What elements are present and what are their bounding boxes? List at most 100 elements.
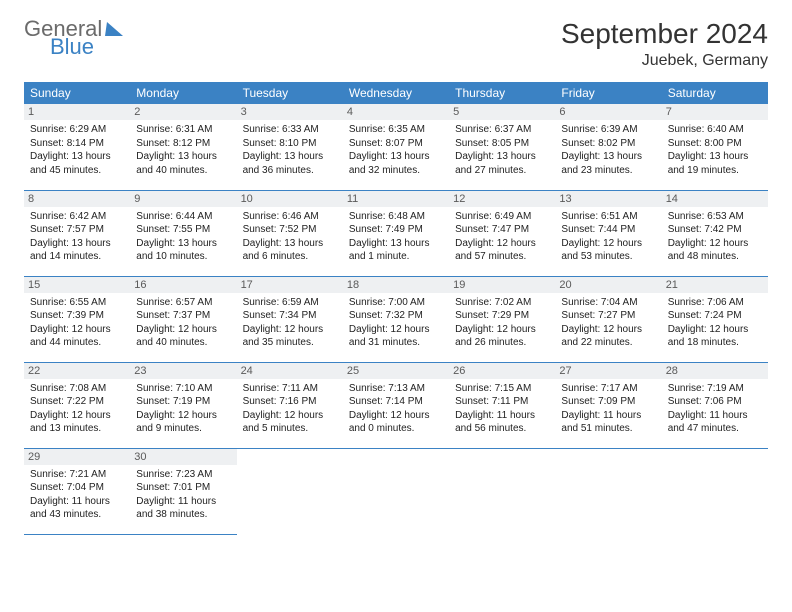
calendar-cell: 17 Sunrise: 6:59 AMSunset: 7:34 PMDayligh… bbox=[237, 276, 343, 362]
day-details: Sunrise: 7:02 AMSunset: 7:29 PMDaylight:… bbox=[455, 296, 549, 350]
day-number: 24 bbox=[237, 363, 343, 379]
day-number: 11 bbox=[343, 191, 449, 207]
day-number: 12 bbox=[449, 191, 555, 207]
day-details: Sunrise: 7:21 AMSunset: 7:04 PMDaylight:… bbox=[30, 468, 124, 522]
day-details: Sunrise: 7:17 AMSunset: 7:09 PMDaylight:… bbox=[561, 382, 655, 436]
day-details: Sunrise: 6:37 AMSunset: 8:05 PMDaylight:… bbox=[455, 123, 549, 177]
day-number: 7 bbox=[662, 104, 768, 120]
day-number: 8 bbox=[24, 191, 130, 207]
calendar-table: Sunday Monday Tuesday Wednesday Thursday… bbox=[24, 82, 768, 535]
day-details: Sunrise: 7:10 AMSunset: 7:19 PMDaylight:… bbox=[136, 382, 230, 436]
day-details: Sunrise: 7:00 AMSunset: 7:32 PMDaylight:… bbox=[349, 296, 443, 350]
location-label: Juebek, Germany bbox=[561, 52, 768, 70]
calendar-row: 29 Sunrise: 7:21 AMSunset: 7:04 PMDayligh… bbox=[24, 448, 768, 534]
calendar-row: 15Sunrise: 6:55 AMSunset: 7:39 PMDayligh… bbox=[24, 276, 768, 362]
day-number: 18 bbox=[343, 277, 449, 293]
calendar-cell bbox=[662, 448, 768, 534]
calendar-cell: 12 Sunrise: 6:49 AMSunset: 7:47 PMDayligh… bbox=[449, 190, 555, 276]
day-details: Sunrise: 6:51 AMSunset: 7:44 PMDaylight:… bbox=[561, 210, 655, 264]
day-number: 25 bbox=[343, 363, 449, 379]
day-details: Sunrise: 7:06 AMSunset: 7:24 PMDaylight:… bbox=[668, 296, 762, 350]
calendar-cell: 6Sunrise: 6:39 AMSunset: 8:02 PMDaylight… bbox=[555, 104, 661, 190]
day-details: Sunrise: 7:04 AMSunset: 7:27 PMDaylight:… bbox=[561, 296, 655, 350]
calendar-cell: 21 Sunrise: 7:06 AMSunset: 7:24 PMDayligh… bbox=[662, 276, 768, 362]
day-number: 26 bbox=[449, 363, 555, 379]
day-details: Sunrise: 7:11 AMSunset: 7:16 PMDaylight:… bbox=[243, 382, 337, 436]
weekday-header: Thursday bbox=[449, 82, 555, 104]
day-number: 30 bbox=[130, 449, 236, 465]
calendar-cell: 7Sunrise: 6:40 AMSunset: 8:00 PMDaylight… bbox=[662, 104, 768, 190]
calendar-cell: 20 Sunrise: 7:04 AMSunset: 7:27 PMDayligh… bbox=[555, 276, 661, 362]
day-number: 21 bbox=[662, 277, 768, 293]
day-details: Sunrise: 6:42 AMSunset: 7:57 PMDaylight:… bbox=[30, 210, 124, 264]
weekday-header: Sunday bbox=[24, 82, 130, 104]
title-block: September 2024 Juebek, Germany bbox=[561, 18, 768, 70]
calendar-cell: 27 Sunrise: 7:17 AMSunset: 7:09 PMDayligh… bbox=[555, 362, 661, 448]
day-number: 3 bbox=[237, 104, 343, 120]
day-number: 5 bbox=[449, 104, 555, 120]
weekday-header: Saturday bbox=[662, 82, 768, 104]
day-details: Sunrise: 6:46 AMSunset: 7:52 PMDaylight:… bbox=[243, 210, 337, 264]
day-details: Sunrise: 6:55 AMSunset: 7:39 PMDaylight:… bbox=[30, 296, 124, 350]
day-details: Sunrise: 7:19 AMSunset: 7:06 PMDaylight:… bbox=[668, 382, 762, 436]
day-details: Sunrise: 6:35 AMSunset: 8:07 PMDaylight:… bbox=[349, 123, 443, 177]
day-details: Sunrise: 6:39 AMSunset: 8:02 PMDaylight:… bbox=[561, 123, 655, 177]
logo: General Blue bbox=[24, 18, 124, 58]
day-number: 22 bbox=[24, 363, 130, 379]
day-number: 1 bbox=[24, 104, 130, 120]
calendar-cell: 11 Sunrise: 6:48 AMSunset: 7:49 PMDayligh… bbox=[343, 190, 449, 276]
day-number: 16 bbox=[130, 277, 236, 293]
day-number: 17 bbox=[237, 277, 343, 293]
day-number: 19 bbox=[449, 277, 555, 293]
day-details: Sunrise: 6:31 AMSunset: 8:12 PMDaylight:… bbox=[136, 123, 230, 177]
day-number: 4 bbox=[343, 104, 449, 120]
weekday-header: Wednesday bbox=[343, 82, 449, 104]
calendar-cell: 25Sunrise: 7:13 AMSunset: 7:14 PMDayligh… bbox=[343, 362, 449, 448]
day-details: Sunrise: 7:08 AMSunset: 7:22 PMDaylight:… bbox=[30, 382, 124, 436]
calendar-cell: 26 Sunrise: 7:15 AMSunset: 7:11 PMDayligh… bbox=[449, 362, 555, 448]
weekday-header: Friday bbox=[555, 82, 661, 104]
day-number: 28 bbox=[662, 363, 768, 379]
calendar-cell: 1Sunrise: 6:29 AMSunset: 8:14 PMDaylight… bbox=[24, 104, 130, 190]
calendar-row: 8 Sunrise: 6:42 AMSunset: 7:57 PMDaylight… bbox=[24, 190, 768, 276]
calendar-row: 22 Sunrise: 7:08 AMSunset: 7:22 PMDayligh… bbox=[24, 362, 768, 448]
day-details: Sunrise: 7:23 AMSunset: 7:01 PMDaylight:… bbox=[136, 468, 230, 522]
day-details: Sunrise: 6:57 AMSunset: 7:37 PMDaylight:… bbox=[136, 296, 230, 350]
calendar-cell bbox=[449, 448, 555, 534]
calendar-cell bbox=[237, 448, 343, 534]
calendar-cell: 13Sunrise: 6:51 AMSunset: 7:44 PMDayligh… bbox=[555, 190, 661, 276]
calendar-cell: 4 Sunrise: 6:35 AMSunset: 8:07 PMDaylight… bbox=[343, 104, 449, 190]
day-number: 2 bbox=[130, 104, 236, 120]
calendar-cell: 30 Sunrise: 7:23 AMSunset: 7:01 PMDayligh… bbox=[130, 448, 236, 534]
header: General Blue September 2024 Juebek, Germ… bbox=[24, 18, 768, 70]
calendar-cell: 19 Sunrise: 7:02 AMSunset: 7:29 PMDayligh… bbox=[449, 276, 555, 362]
calendar-cell: 10 Sunrise: 6:46 AMSunset: 7:52 PMDayligh… bbox=[237, 190, 343, 276]
day-number: 27 bbox=[555, 363, 661, 379]
calendar-cell: 14Sunrise: 6:53 AMSunset: 7:42 PMDayligh… bbox=[662, 190, 768, 276]
calendar-cell: 23 Sunrise: 7:10 AMSunset: 7:19 PMDayligh… bbox=[130, 362, 236, 448]
page-title: September 2024 bbox=[561, 18, 768, 50]
calendar-cell: 2 Sunrise: 6:31 AMSunset: 8:12 PMDaylight… bbox=[130, 104, 236, 190]
day-number: 14 bbox=[662, 191, 768, 207]
calendar-cell: 16 Sunrise: 6:57 AMSunset: 7:37 PMDayligh… bbox=[130, 276, 236, 362]
calendar-cell: 28 Sunrise: 7:19 AMSunset: 7:06 PMDayligh… bbox=[662, 362, 768, 448]
day-details: Sunrise: 6:59 AMSunset: 7:34 PMDaylight:… bbox=[243, 296, 337, 350]
sail-icon bbox=[105, 22, 125, 36]
calendar-cell: 22 Sunrise: 7:08 AMSunset: 7:22 PMDayligh… bbox=[24, 362, 130, 448]
calendar-cell: 24 Sunrise: 7:11 AMSunset: 7:16 PMDayligh… bbox=[237, 362, 343, 448]
calendar-cell: 29 Sunrise: 7:21 AMSunset: 7:04 PMDayligh… bbox=[24, 448, 130, 534]
logo-text-blue: Blue bbox=[50, 36, 124, 58]
day-details: Sunrise: 6:49 AMSunset: 7:47 PMDaylight:… bbox=[455, 210, 549, 264]
day-number: 23 bbox=[130, 363, 236, 379]
day-details: Sunrise: 6:48 AMSunset: 7:49 PMDaylight:… bbox=[349, 210, 443, 264]
calendar-cell: 18 Sunrise: 7:00 AMSunset: 7:32 PMDayligh… bbox=[343, 276, 449, 362]
day-details: Sunrise: 6:44 AMSunset: 7:55 PMDaylight:… bbox=[136, 210, 230, 264]
calendar-cell: 3Sunrise: 6:33 AMSunset: 8:10 PMDaylight… bbox=[237, 104, 343, 190]
calendar-cell: 15Sunrise: 6:55 AMSunset: 7:39 PMDayligh… bbox=[24, 276, 130, 362]
calendar-cell bbox=[555, 448, 661, 534]
day-number: 29 bbox=[24, 449, 130, 465]
day-number: 10 bbox=[237, 191, 343, 207]
calendar-cell: 5 Sunrise: 6:37 AMSunset: 8:05 PMDaylight… bbox=[449, 104, 555, 190]
day-details: Sunrise: 7:15 AMSunset: 7:11 PMDaylight:… bbox=[455, 382, 549, 436]
day-number: 20 bbox=[555, 277, 661, 293]
